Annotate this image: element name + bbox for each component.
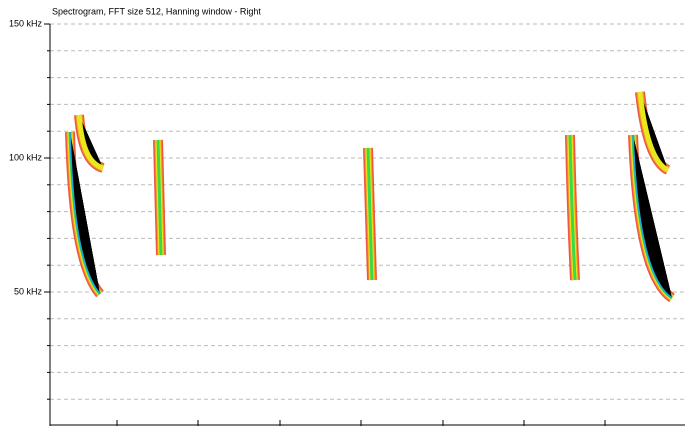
y-tick-label: 50 kHz bbox=[14, 286, 43, 296]
chart-title: Spectrogram, FFT size 512, Hanning windo… bbox=[52, 6, 261, 16]
y-tick-label: 150 kHz bbox=[9, 18, 43, 28]
y-tick-label: 100 kHz bbox=[9, 152, 43, 162]
